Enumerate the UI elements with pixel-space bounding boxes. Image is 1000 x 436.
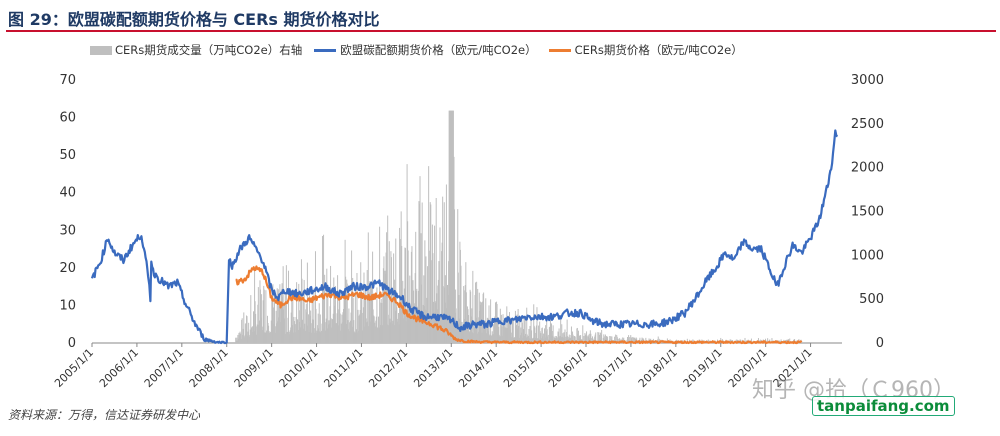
y-left-tick-label: 30 xyxy=(59,223,76,238)
legend-item-cer: CERs期货价格（欧元/吨CO2e） xyxy=(548,42,743,58)
x-tick-label: 2008/1/1 xyxy=(187,346,231,390)
x-tick-label: 2007/1/1 xyxy=(142,346,186,390)
y-right-tick-label: 3000 xyxy=(851,73,884,88)
x-tick-label: 2006/1/1 xyxy=(97,346,141,390)
y-left-tick-label: 60 xyxy=(59,111,76,126)
x-tick-label: 2011/1/1 xyxy=(321,346,365,390)
legend-swatch-eua xyxy=(314,48,337,52)
legend-swatch-cer xyxy=(548,48,571,52)
x-tick-label: 2017/1/1 xyxy=(591,346,635,390)
x-tick-label: 2014/1/1 xyxy=(456,346,500,390)
y-right-tick-label: 0 xyxy=(876,336,884,351)
x-tick-label: 2016/1/1 xyxy=(546,346,590,390)
chart-legend: CERs期货成交量（万吨CO2e）右轴 欧盟碳配额期货价格（欧元/吨CO2e） … xyxy=(90,42,755,58)
legend-item-volume: CERs期货成交量（万吨CO2e）右轴 xyxy=(90,42,302,58)
y-right-tick-label: 2000 xyxy=(851,161,884,176)
site-watermark: tanpaifang.com xyxy=(812,396,955,416)
x-tick-label: 2018/1/1 xyxy=(636,346,680,390)
x-tick-label: 2013/1/1 xyxy=(411,346,455,390)
legend-item-eua: 欧盟碳配额期货价格（欧元/吨CO2e） xyxy=(314,42,537,58)
legend-label-volume: CERs期货成交量（万吨CO2e）右轴 xyxy=(115,43,303,57)
y-right-tick-label: 500 xyxy=(859,292,884,307)
y-right-tick-label: 1500 xyxy=(851,205,884,220)
y-left-tick-label: 10 xyxy=(59,298,76,313)
y-left-tick-label: 40 xyxy=(59,186,76,201)
x-tick-label: 2009/1/1 xyxy=(232,346,276,390)
legend-swatch-volume xyxy=(90,45,112,55)
title-rule xyxy=(6,30,996,32)
figure-title: 图 29：欧盟碳配额期货价格与 CERs 期货价格对比 xyxy=(8,10,380,29)
source-note: 资料来源：万得，信达证券研发中心 xyxy=(8,408,201,422)
x-tick-label: 2019/1/1 xyxy=(681,346,725,390)
x-tick-label: 2010/1/1 xyxy=(277,346,321,390)
y-left-tick-label: 70 xyxy=(59,73,76,88)
legend-label-cer: CERs期货价格（欧元/吨CO2e） xyxy=(574,43,743,57)
y-right-tick-label: 1000 xyxy=(851,248,884,263)
eua-price-line xyxy=(90,129,839,345)
y-right-tick-label: 2500 xyxy=(851,117,884,132)
x-tick-label: 2012/1/1 xyxy=(366,346,410,390)
legend-label-eua: 欧盟碳配额期货价格（欧元/吨CO2e） xyxy=(340,43,537,57)
volume-bars-group xyxy=(235,110,803,343)
x-tick-label: 2005/1/1 xyxy=(52,346,96,390)
y-left-tick-label: 20 xyxy=(59,261,76,276)
x-tick-label: 2015/1/1 xyxy=(501,346,545,390)
y-left-tick-label: 50 xyxy=(59,148,76,163)
y-left-tick-label: 0 xyxy=(68,336,76,351)
cer-price-line xyxy=(235,265,803,345)
